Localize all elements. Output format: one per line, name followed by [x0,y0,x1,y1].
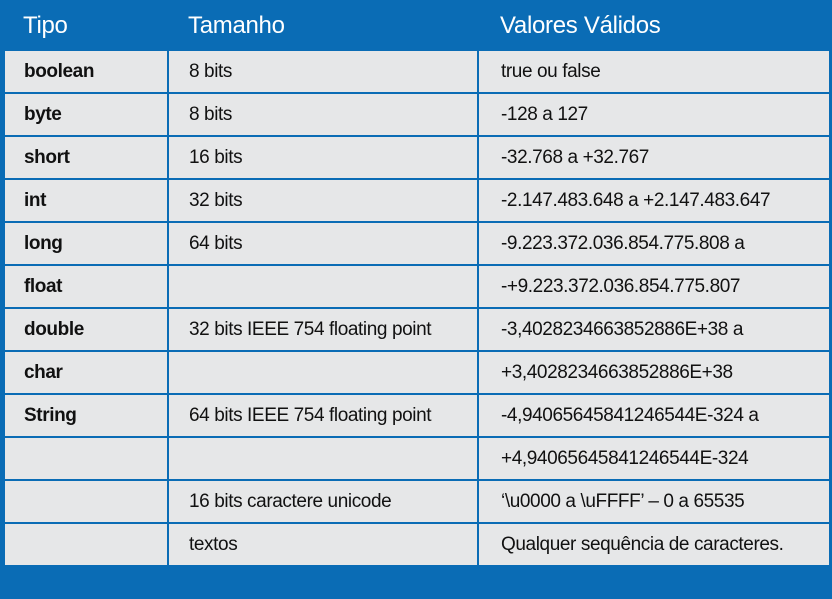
header-valores-validos: Valores Válidos [478,3,830,50]
cell-valores: +4,94065645841246544E-324 [477,436,831,481]
cell-valores: -+9.223.372.036.854.775.807 [477,264,831,309]
cell-valores: -9.223.372.036.854.775.808 a [477,221,831,266]
cell-valores: true ou false [477,48,831,94]
cell-tamanho: 64 bits IEEE 754 floating point [167,393,479,438]
cell-tipo [3,436,169,481]
table-row: float -+9.223.372.036.854.775.807 [3,264,831,309]
table-row: String 64 bits IEEE 754 floating point -4,… [3,393,831,438]
cell-tipo: long [3,221,169,266]
cell-tipo [3,479,169,524]
cell-tamanho: 8 bits [167,48,479,94]
cell-valores: Qualquer sequência de caracteres. [477,522,831,567]
cell-tamanho [167,436,479,481]
cell-valores: -32.768 a +32.767 [477,135,831,180]
table-row: +4,94065645841246544E-324 [3,436,831,481]
cell-tamanho [167,264,479,309]
cell-tamanho: 64 bits [167,221,479,266]
cell-tipo: short [3,135,169,180]
header-tamanho: Tamanho [168,3,478,50]
table-row: byte 8 bits -128 a 127 [3,92,831,137]
data-types-table: Tipo Tamanho Valores Válidos boolean 8 bi… [3,3,831,567]
cell-tipo: double [3,307,169,352]
cell-tipo: byte [3,92,169,137]
cell-tipo: boolean [3,48,169,94]
table-row: char +3,4028234663852886E+38 [3,350,831,395]
table-row: textos Qualquer sequência de caracteres. [3,522,831,567]
cell-valores: -128 a 127 [477,92,831,137]
cell-tamanho: textos [167,522,479,567]
table-row: 16 bits caractere unicode ‘\u0000 a \uFFF… [3,479,831,524]
cell-tamanho: 16 bits caractere unicode [167,479,479,524]
cell-valores: -4,94065645841246544E-324 a [477,393,831,438]
cell-tipo: int [3,178,169,223]
cell-valores: -2.147.483.648 a +2.147.483.647 [477,178,831,223]
cell-tipo: char [3,350,169,395]
table-row: long 64 bits -9.223.372.036.854.775.808 a [3,221,831,266]
cell-valores: +3,4028234663852886E+38 [477,350,831,395]
cell-tamanho: 16 bits [167,135,479,180]
cell-tamanho: 32 bits [167,178,479,223]
header-tipo: Tipo [4,3,168,50]
cell-tamanho [167,350,479,395]
table-row: short 16 bits -32.768 a +32.767 [3,135,831,180]
table-row: boolean 8 bits true ou false [3,48,831,94]
cell-tipo: String [3,393,169,438]
table-header: Tipo Tamanho Valores Válidos [4,3,830,50]
cell-tamanho: 32 bits IEEE 754 floating point [167,307,479,352]
cell-tipo: float [3,264,169,309]
cell-tipo [3,522,169,567]
cell-valores: -3,4028234663852886E+38 a [477,307,831,352]
table-row: int 32 bits -2.147.483.648 a +2.147.483.64… [3,178,831,223]
cell-tamanho: 8 bits [167,92,479,137]
header-row: Tipo Tamanho Valores Válidos [4,3,830,50]
cell-valores: ‘\u0000 a \uFFFF’ – 0 a 65535 [477,479,831,524]
table-body: boolean 8 bits true ou false byte 8 bits -128… [3,48,831,567]
table-row: double 32 bits IEEE 754 floating point -3,… [3,307,831,352]
